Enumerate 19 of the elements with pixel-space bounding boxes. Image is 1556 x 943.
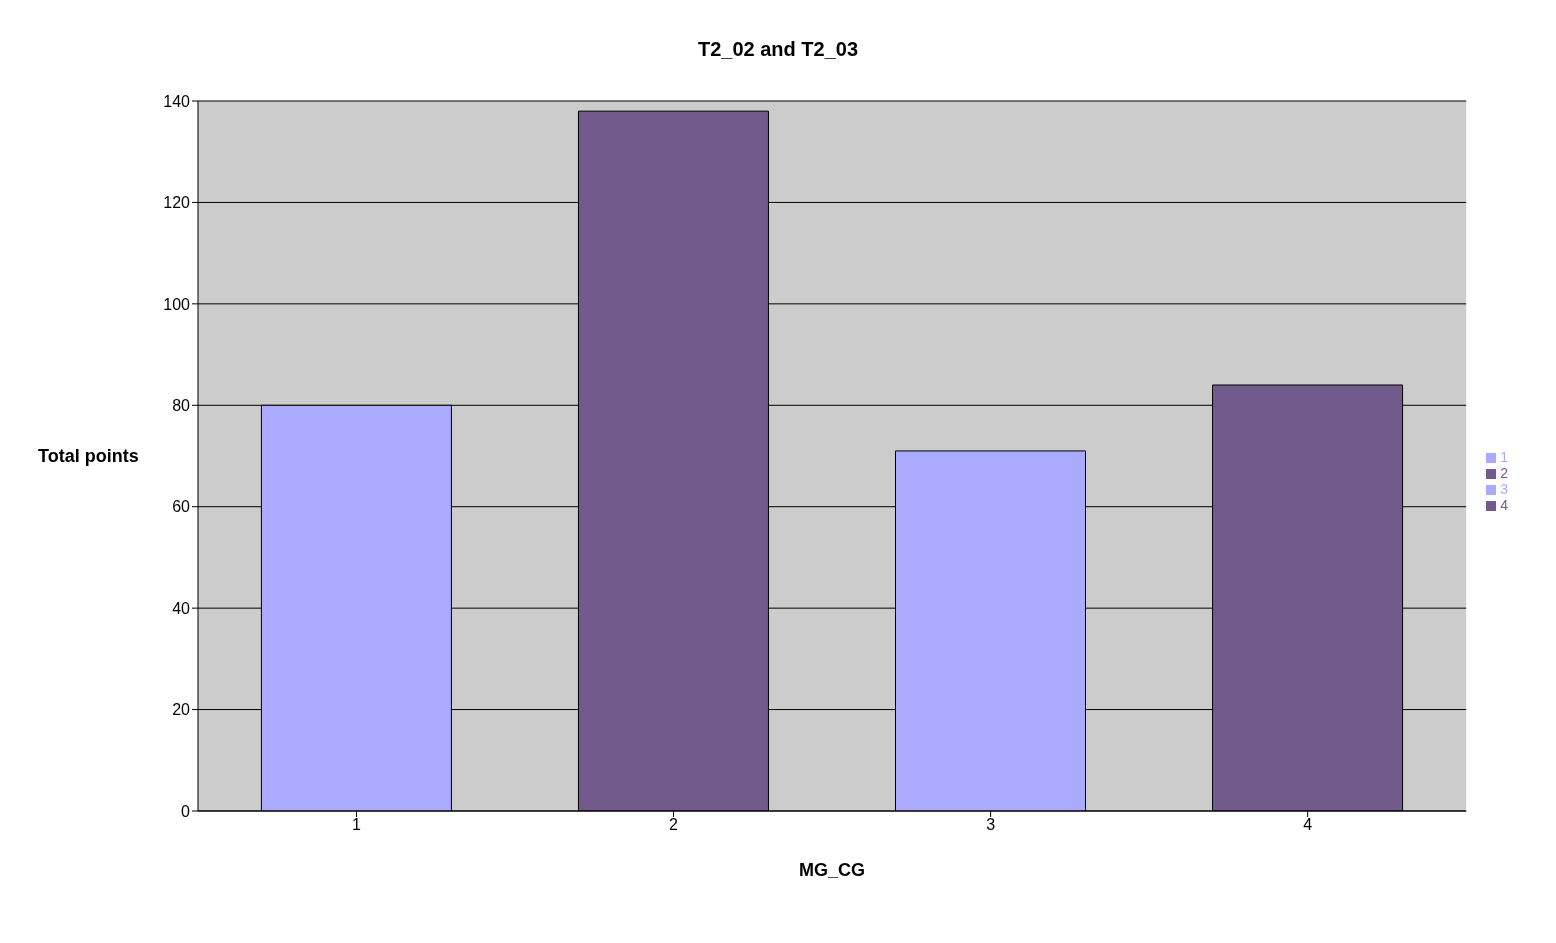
y-tick-label: 100 (163, 295, 191, 313)
y-tick-label: 60 (172, 498, 191, 516)
y-tick-label: 120 (163, 194, 191, 212)
y-tick-label: 40 (172, 599, 191, 617)
x-tick-label: 4 (1303, 816, 1313, 834)
y-axis-title: Total points (38, 446, 139, 467)
x-tick-label: 1 (352, 816, 362, 834)
y-tick-label: 0 (181, 802, 191, 820)
legend-label: 2 (1500, 465, 1508, 481)
legend-label: 3 (1500, 481, 1508, 497)
x-tick-label: 3 (986, 816, 996, 834)
y-tick-label: 140 (163, 92, 191, 110)
legend-label: 4 (1500, 497, 1508, 513)
chart-title: T2_02 and T2_03 (696, 37, 860, 61)
x-axis-title: MG_CG (799, 860, 866, 880)
y-tick-label: 20 (172, 701, 191, 719)
x-tick-label: 2 (669, 816, 679, 834)
y-tick-label: 80 (172, 396, 191, 414)
legend-label: 1 (1500, 449, 1508, 465)
